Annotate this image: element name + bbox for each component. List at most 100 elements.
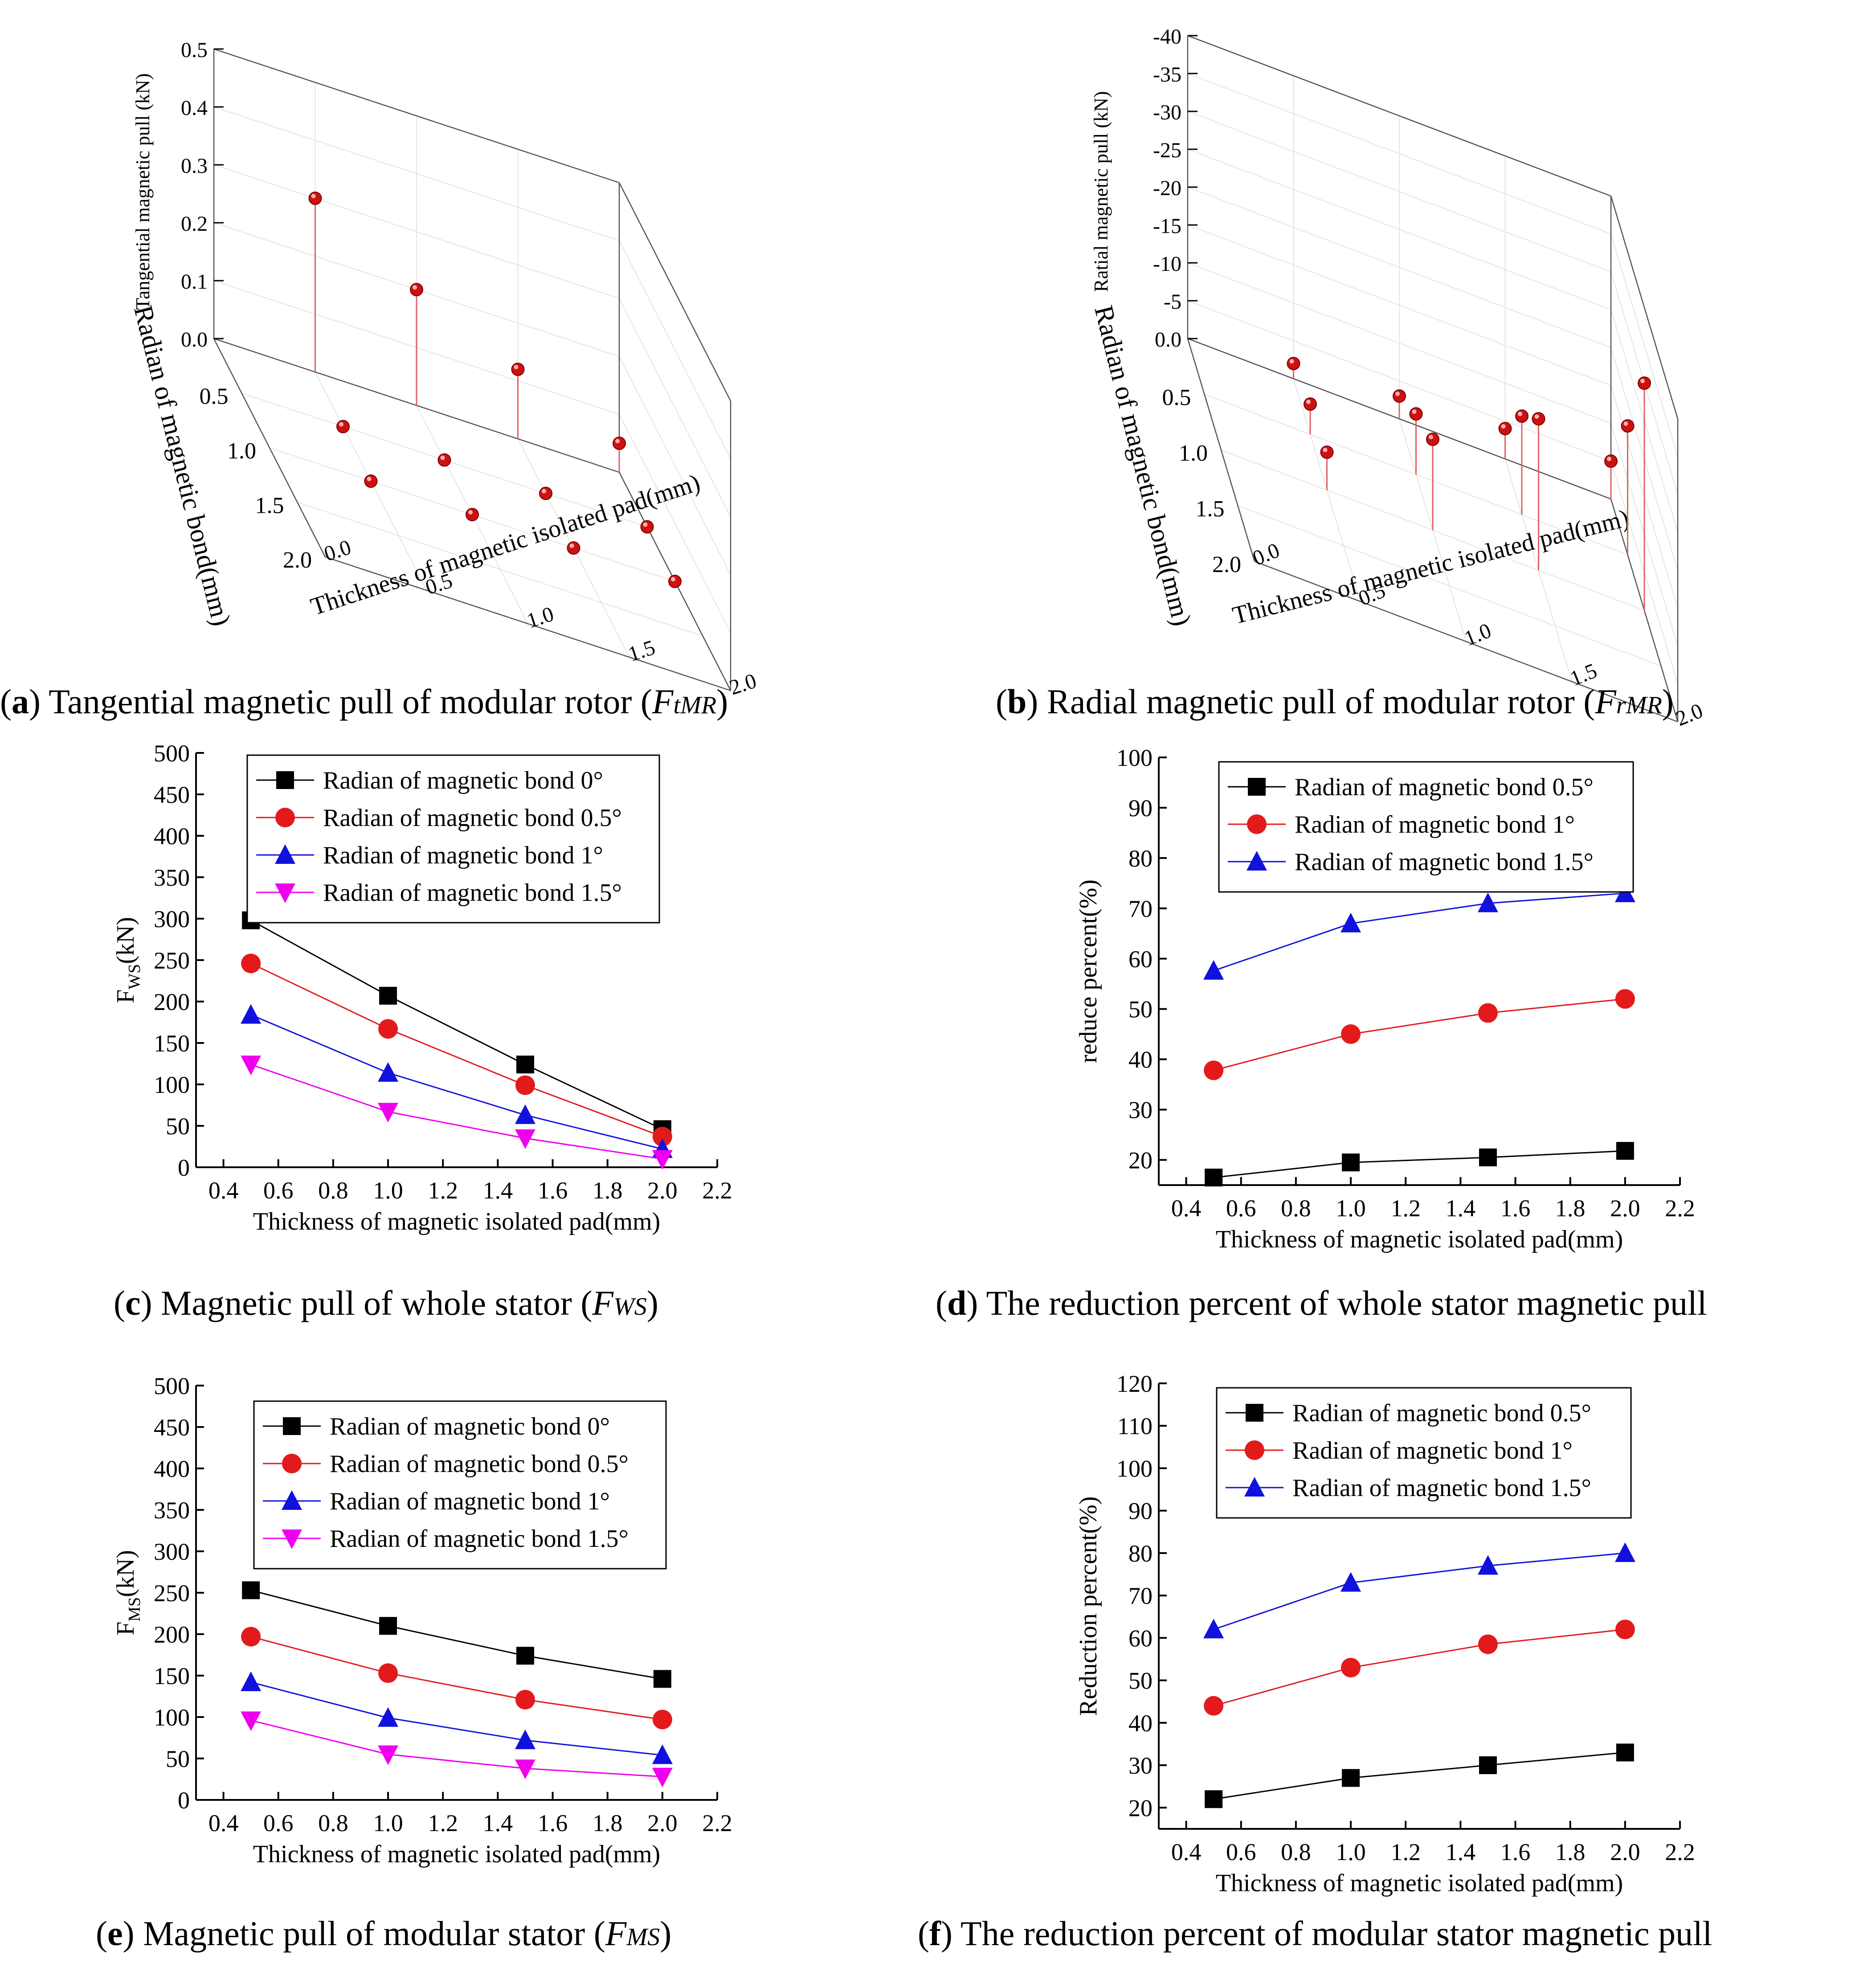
data-point	[1638, 376, 1651, 390]
data-point-highlight	[339, 422, 343, 427]
legend-marker	[1248, 778, 1266, 796]
data-point-highlight	[514, 365, 519, 369]
x-axis-label: Thickness of magnetic isolated pad(mm)	[1216, 1869, 1623, 1897]
caption-b-letter: b	[1007, 682, 1027, 721]
y-tick-label: 0.5	[200, 384, 229, 409]
legend-box	[1216, 1387, 1632, 1519]
panel-f: 20 30 40 50 60 70 80 90 100 110 120 0.4 0.6 0.8 1.0 1.2…	[938, 1363, 1876, 1898]
data-point	[1614, 1542, 1635, 1562]
x-tick-label: 0.4	[208, 1177, 239, 1204]
data-point	[336, 420, 350, 433]
data-point	[515, 1104, 535, 1124]
caption-e-var: F	[605, 1914, 627, 1953]
x-tick-label: 2.0	[1610, 1839, 1640, 1865]
z-tick-label: -5	[1164, 290, 1181, 314]
data-point-highlight	[615, 439, 620, 443]
x-tick-label: 1.0	[373, 1810, 403, 1836]
data-point	[379, 986, 397, 1005]
x-tick-label: 0.4	[208, 1810, 239, 1836]
x-tick-label: 1.2	[428, 1810, 458, 1836]
legend-marker	[1245, 1440, 1264, 1460]
side-grid-z	[619, 414, 731, 633]
x-tick-label: 0.0	[1249, 539, 1283, 571]
series-line-2	[1213, 1552, 1625, 1630]
legend: Radian of magnetic bond 0.5° Radian of ma…	[1218, 761, 1634, 893]
data-point-highlight	[1534, 414, 1539, 419]
legend-label: Radian of magnetic bond 1.5°	[323, 879, 622, 907]
legend-marker	[283, 1417, 301, 1435]
data-point	[364, 474, 378, 488]
data-point	[1615, 989, 1635, 1009]
data-point	[378, 1019, 398, 1039]
data-point-highlight	[1323, 448, 1328, 452]
y-axis-label: FMS(kN)	[112, 1550, 144, 1636]
data-point-highlight	[1640, 379, 1645, 383]
x-tick-label: 2.2	[702, 1177, 732, 1204]
y-tick-label: 40	[1128, 1710, 1153, 1737]
legend-label: Radian of magnetic bond 1.5°	[1295, 848, 1594, 876]
data-point-highlight	[1306, 400, 1311, 404]
x-tick-label: 0.8	[1281, 1839, 1311, 1865]
y-tick-label: 100	[1116, 744, 1153, 771]
data-point	[1479, 1756, 1497, 1775]
legend-marker	[282, 1454, 302, 1473]
z-tick-label: 0.4	[181, 96, 208, 120]
data-point	[241, 1627, 261, 1647]
side-grid-z	[619, 298, 731, 517]
y-tick-label: 90	[1128, 795, 1153, 822]
back-grid-z	[213, 164, 620, 299]
data-point	[1205, 1169, 1223, 1187]
x-tick-label: 0.6	[1226, 1195, 1256, 1222]
legend-box	[1218, 761, 1634, 893]
data-point	[1621, 419, 1635, 433]
x-tick-label: 1.6	[538, 1177, 568, 1204]
y-tick-label: 500	[154, 740, 190, 767]
legend: Radian of magnetic bond 0° Radian of magn…	[253, 1400, 667, 1570]
data-point	[437, 453, 451, 467]
data-point	[511, 363, 525, 376]
chart-a-3d: 0.00.10.20.30.40.50.51.01.52.0 0.00.51.01…	[128, 38, 759, 699]
data-point	[1478, 1003, 1498, 1023]
data-point	[241, 953, 261, 973]
x-axis-label: Thickness of magnetic isolated pad(mm)	[253, 1840, 660, 1868]
legend-label: Radian of magnetic bond 0.5°	[330, 1450, 629, 1478]
y-tick-label: 1.0	[1179, 441, 1208, 466]
data-point-highlight	[1395, 392, 1400, 396]
legend-label: Radian of magnetic bond 0°	[330, 1413, 610, 1440]
data-point	[378, 1745, 399, 1765]
legend-marker	[1247, 814, 1267, 834]
y-tick-label: 0.5	[1162, 385, 1191, 410]
caption-b-var-sub: rMR	[1616, 691, 1662, 719]
data-point	[1393, 389, 1406, 403]
y-tick-label: 200	[154, 989, 190, 1015]
x-tick-label: 1.4	[1446, 1839, 1476, 1865]
y-tick-label: 250	[154, 1580, 190, 1607]
legend-label: Radian of magnetic bond 1°	[1295, 811, 1575, 838]
caption-c: (c) Magnetic pull of whole stator (FWS)	[114, 1284, 658, 1322]
x-tick-label: 0.4	[1171, 1195, 1202, 1222]
box-edge	[1187, 338, 1255, 562]
data-point-highlight	[1607, 457, 1611, 461]
x-tick-label: 0.8	[1281, 1195, 1311, 1222]
z-tick-label: 0.0	[181, 328, 208, 352]
data-point	[466, 508, 479, 521]
series-line-0	[1213, 1150, 1625, 1178]
y-tick-label: 70	[1128, 1582, 1153, 1609]
data-point-highlight	[367, 477, 372, 481]
legend-marker	[1247, 851, 1267, 871]
caption-c-var-sub: WS	[613, 1293, 647, 1321]
legend-marker	[1246, 1404, 1263, 1422]
data-point	[1287, 357, 1300, 370]
data-point	[1477, 892, 1498, 912]
back-grid-z	[1187, 225, 1611, 386]
data-point	[516, 1647, 534, 1665]
series-line-3	[250, 1063, 663, 1160]
x-tick-label: 2.2	[1665, 1839, 1695, 1865]
z-tick-label: -25	[1153, 139, 1181, 162]
data-point	[1426, 433, 1439, 446]
data-point-highlight	[671, 577, 675, 581]
x-tick-label: 1.8	[1555, 1839, 1586, 1865]
back-grid-z	[1187, 262, 1611, 424]
side-grid-z	[619, 356, 731, 575]
x-tick-label: 1.4	[483, 1177, 513, 1204]
